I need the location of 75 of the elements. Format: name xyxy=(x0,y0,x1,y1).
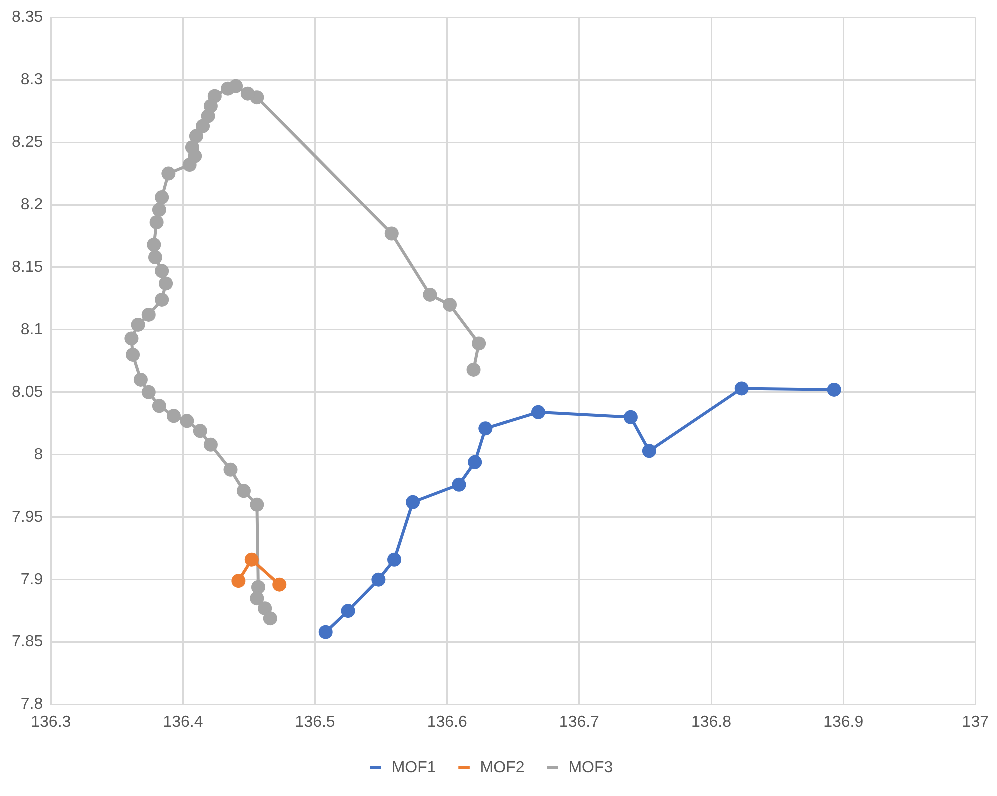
point xyxy=(155,292,170,307)
point xyxy=(159,276,174,291)
point xyxy=(372,572,386,587)
point xyxy=(384,226,399,241)
point xyxy=(423,288,438,302)
point xyxy=(624,410,638,424)
point xyxy=(258,602,272,616)
point xyxy=(147,238,162,252)
point xyxy=(148,250,162,264)
point xyxy=(250,498,264,512)
y-tick-label: 8.2 xyxy=(20,196,44,214)
point xyxy=(124,332,139,346)
x-tick-label: 137 xyxy=(962,714,990,731)
point xyxy=(642,444,656,458)
legend-label: MOF1 xyxy=(392,759,436,776)
x-tick-label: 136.4 xyxy=(163,714,204,731)
point xyxy=(443,298,457,312)
point xyxy=(126,348,140,362)
point xyxy=(452,478,466,492)
point xyxy=(224,462,238,477)
x-tick-label: 136.6 xyxy=(427,714,468,731)
y-tick-label: 8.25 xyxy=(12,134,44,151)
point xyxy=(406,495,420,510)
x-tick-label: 136.9 xyxy=(824,714,864,731)
point xyxy=(189,129,204,144)
point xyxy=(531,405,546,420)
point xyxy=(182,158,197,172)
x-tick-label: 136.7 xyxy=(559,714,600,731)
y-tick-label: 7.9 xyxy=(20,571,44,588)
x-tick-label: 136.5 xyxy=(295,714,336,731)
y-tick-label: 8.05 xyxy=(12,384,44,401)
x-tick-label: 136.3 xyxy=(31,714,72,731)
point xyxy=(232,574,246,588)
point xyxy=(196,119,210,134)
point xyxy=(193,424,208,438)
point xyxy=(134,372,148,387)
point xyxy=(131,318,146,332)
point xyxy=(166,409,181,424)
point xyxy=(150,216,164,230)
point xyxy=(272,578,287,592)
y-tick-label: 8.15 xyxy=(12,258,44,276)
y-tick-label: 8.35 xyxy=(12,9,44,26)
y-tick-label: 8.3 xyxy=(20,71,44,88)
point xyxy=(263,612,278,626)
point xyxy=(142,308,156,322)
point xyxy=(155,190,170,205)
point xyxy=(221,82,236,96)
point xyxy=(240,86,255,101)
point xyxy=(472,336,486,351)
y-tick-label: 8 xyxy=(34,446,44,464)
point xyxy=(466,362,481,377)
point xyxy=(155,264,170,278)
y-tick-label: 7.85 xyxy=(12,634,44,651)
point xyxy=(734,382,749,396)
y-tick-label: 7.8 xyxy=(20,696,44,714)
point xyxy=(152,203,166,218)
y-tick-label: 7.95 xyxy=(12,508,44,526)
point xyxy=(152,399,166,414)
point xyxy=(162,166,176,181)
y-tick-label: 8.1 xyxy=(20,321,44,338)
point xyxy=(318,625,333,640)
legend-label: MOF2 xyxy=(480,759,525,776)
point xyxy=(468,455,482,470)
point xyxy=(250,592,264,606)
x-tick-label: 136.8 xyxy=(691,714,732,731)
point xyxy=(244,552,259,567)
point xyxy=(388,552,402,567)
point xyxy=(341,604,356,618)
point xyxy=(236,484,251,498)
legend-label: MOF3 xyxy=(568,759,614,776)
point xyxy=(827,382,842,397)
point xyxy=(204,438,218,452)
point xyxy=(180,414,194,428)
point xyxy=(142,385,156,400)
point xyxy=(478,422,493,436)
